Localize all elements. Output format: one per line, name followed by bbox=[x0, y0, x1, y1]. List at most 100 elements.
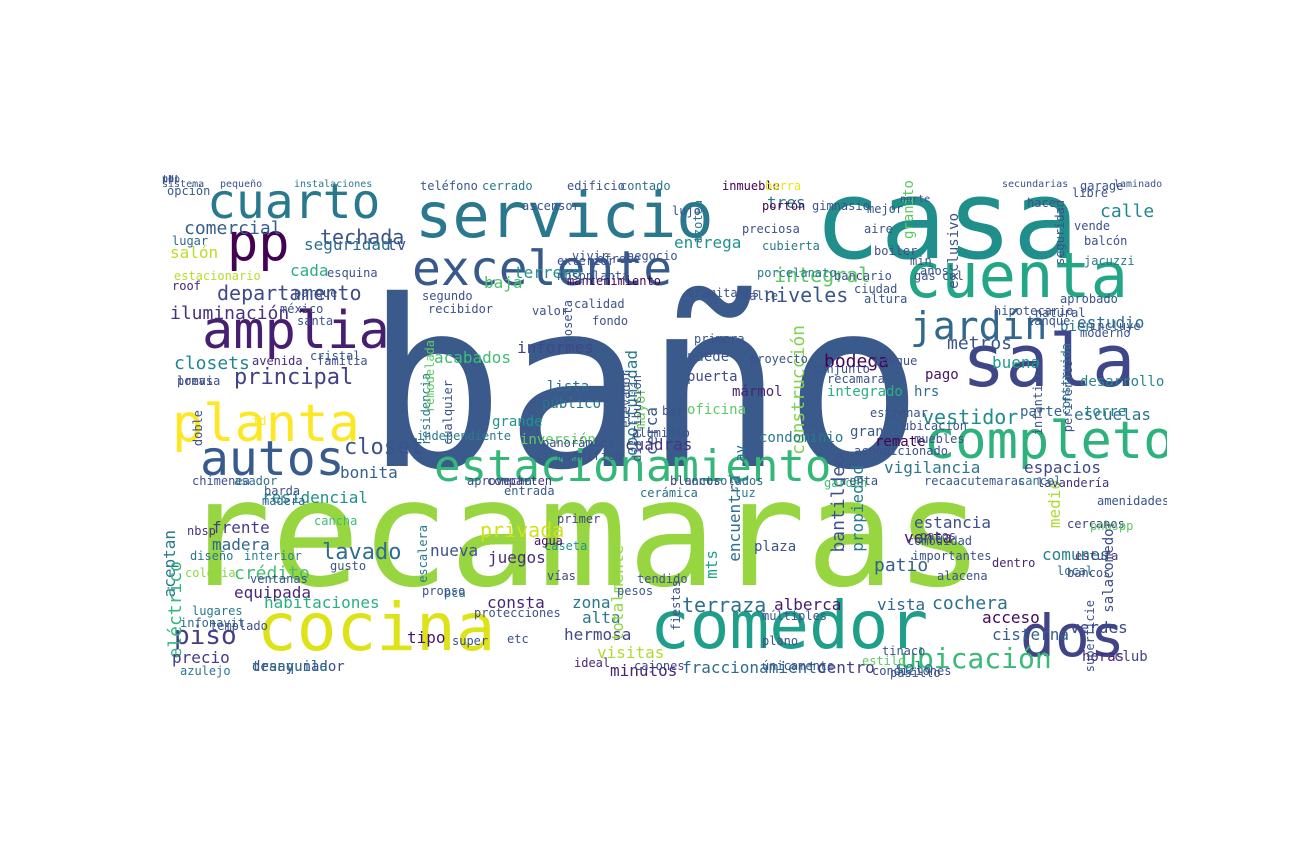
cloud-word: aire bbox=[864, 222, 893, 236]
cloud-word: zona bbox=[572, 593, 611, 612]
cloud-word: joseta bbox=[561, 300, 575, 344]
cloud-word: comunes bbox=[1042, 545, 1110, 564]
cloud-word: lavandería bbox=[1037, 476, 1110, 490]
cloud-word: conjunto bbox=[812, 362, 870, 376]
cloud-word: inversión bbox=[520, 432, 596, 448]
cloud-word: agua bbox=[534, 534, 563, 548]
cloud-word: inmueble bbox=[722, 179, 780, 193]
cloud-word: calle bbox=[1100, 201, 1155, 222]
cloud-word: fraccionamiento bbox=[682, 658, 827, 677]
cloud-word: pequeño bbox=[220, 179, 263, 190]
cloud-word: tel bbox=[162, 175, 181, 185]
cloud-word: espacios bbox=[1024, 458, 1102, 477]
cloud-word: cocina bbox=[257, 589, 496, 666]
cloud-word: parte bbox=[1020, 404, 1063, 420]
cloud-word: pp bbox=[227, 213, 290, 273]
cloud-word: fiestas bbox=[669, 580, 683, 631]
cloud-word: blancos bbox=[670, 474, 721, 488]
cloud-word: frente bbox=[212, 518, 270, 537]
cloud-word: estudio bbox=[1077, 313, 1145, 332]
cloud-word: solo bbox=[895, 658, 934, 677]
cloud-word: departamento bbox=[217, 281, 362, 305]
cloud-word: remate bbox=[875, 434, 926, 450]
cloud-word: horas bbox=[1082, 649, 1125, 665]
cloud-word: tanque bbox=[1027, 314, 1071, 328]
cloud-word: colonia bbox=[185, 566, 236, 580]
cloud-word: td bbox=[162, 175, 175, 185]
cloud-word: templado bbox=[210, 619, 268, 633]
cloud-word: cancha bbox=[314, 514, 358, 528]
cloud-word: consta bbox=[487, 593, 545, 612]
cloud-word: cuenta bbox=[904, 239, 1128, 312]
cloud-word: norte bbox=[900, 194, 931, 205]
cloud-word: primera bbox=[694, 332, 745, 346]
cloud-word: pca bbox=[444, 586, 466, 600]
cloud-word: vías bbox=[547, 569, 576, 583]
cloud-word: cita bbox=[824, 335, 863, 354]
cloud-word: tramitamos bbox=[687, 286, 760, 300]
cloud-word: bodega bbox=[824, 351, 890, 372]
cloud-word: condiciones bbox=[872, 664, 952, 678]
cloud-word: bar bbox=[662, 404, 684, 418]
cloud-word: cubierta bbox=[762, 239, 820, 253]
cloud-word: nueva bbox=[430, 541, 479, 560]
cloud-word: cualquier bbox=[441, 380, 455, 446]
cloud-word: residencial bbox=[262, 488, 368, 507]
cloud-word: nbsp bbox=[187, 524, 216, 538]
cloud-word: mts bbox=[702, 550, 721, 579]
cloud-word: laminado bbox=[1114, 179, 1163, 190]
cloud-word: vestidor bbox=[922, 405, 1019, 429]
cloud-word: gas bbox=[914, 269, 936, 283]
cloud-word: vivir bbox=[572, 249, 609, 263]
cloud-word: pb bbox=[162, 175, 175, 185]
cloud-word: desarrollo bbox=[1080, 374, 1165, 390]
cloud-word: azulejo bbox=[180, 664, 231, 678]
cloud-word: fondo bbox=[592, 314, 629, 328]
cloud-word: crédito bbox=[234, 563, 310, 584]
cloud-word: bien bbox=[1060, 319, 1094, 335]
cloud-word: condominio bbox=[759, 430, 844, 446]
cloud-word: dentro bbox=[992, 556, 1036, 570]
cloud-word: segundo bbox=[422, 289, 473, 303]
cloud-word: cerrado bbox=[482, 179, 533, 193]
cloud-word: estacionamiento bbox=[434, 441, 832, 492]
cloud-word: lugares bbox=[192, 604, 243, 618]
cloud-word: méxico bbox=[280, 302, 324, 316]
cloud-word: infantiles bbox=[1031, 363, 1045, 436]
cloud-word: centro bbox=[817, 658, 875, 677]
cloud-word: integral bbox=[774, 263, 871, 287]
cloud-word: minutos bbox=[610, 661, 678, 680]
cloud-word: edificio bbox=[567, 179, 625, 193]
cloud-word: escuelas bbox=[1074, 405, 1152, 424]
cloud-word: id bbox=[252, 414, 267, 428]
cloud-word: bancos bbox=[1067, 566, 1111, 580]
cloud-word: col bbox=[942, 269, 964, 283]
cloud-word: precio bbox=[172, 648, 230, 667]
cloud-word: controlados bbox=[684, 474, 764, 488]
cloud-word: bantildeo bbox=[828, 455, 849, 553]
cloud-word: cada bbox=[290, 261, 329, 280]
cloud-word: jacuzzi bbox=[1084, 254, 1135, 268]
cloud-word: hipotecario bbox=[994, 304, 1074, 318]
cloud-word: ascensor bbox=[522, 199, 580, 213]
cloud-word: esquina bbox=[327, 266, 378, 280]
cloud-word: completo bbox=[924, 411, 1167, 471]
cloud-word: terreno bbox=[514, 263, 582, 282]
cloud-word: panorámica bbox=[542, 436, 615, 450]
cloud-word: opción bbox=[167, 184, 211, 198]
cloud-word: preciosa bbox=[742, 222, 800, 236]
cloud-word: moderno bbox=[1080, 326, 1131, 340]
cloud-word: tres bbox=[767, 193, 806, 212]
cloud-word: bosque bbox=[874, 354, 918, 368]
cloud-word: dos bbox=[1020, 602, 1125, 670]
cloud-word: propso bbox=[422, 584, 466, 598]
cloud-word: caseta bbox=[544, 539, 588, 553]
cloud-word: parque bbox=[294, 286, 338, 300]
cloud-word: secundarias bbox=[1002, 179, 1069, 190]
cloud-word: baño bbox=[365, 251, 924, 521]
cloud-word: únicamente bbox=[762, 659, 835, 673]
cloud-word: cuarto bbox=[207, 175, 381, 230]
cloud-word: oficina bbox=[687, 402, 747, 418]
cloud-word: recibidor bbox=[428, 302, 494, 316]
cloud-word: tendido bbox=[637, 572, 688, 586]
